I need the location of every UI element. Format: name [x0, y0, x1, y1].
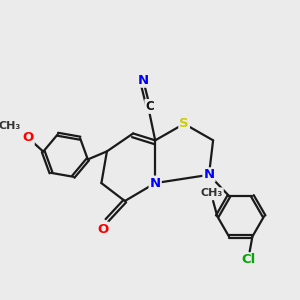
Text: N: N — [138, 74, 149, 87]
Text: O: O — [22, 131, 34, 144]
Text: N: N — [150, 177, 161, 190]
Text: N: N — [203, 168, 214, 181]
Text: O: O — [97, 223, 108, 236]
Text: CH₃: CH₃ — [201, 188, 223, 198]
Text: Cl: Cl — [241, 254, 255, 266]
Text: C: C — [145, 100, 154, 113]
Text: CH₃: CH₃ — [0, 121, 21, 131]
Text: S: S — [179, 117, 189, 130]
